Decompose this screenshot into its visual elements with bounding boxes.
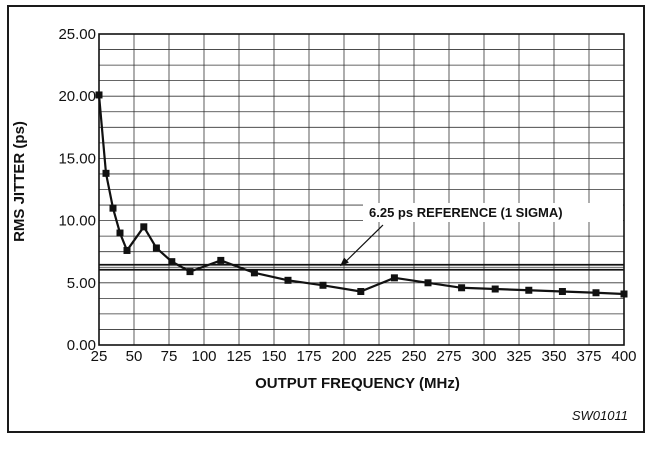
data-point-marker — [525, 286, 533, 294]
x-tick-label: 250 — [401, 348, 426, 365]
data-point-marker — [491, 285, 499, 293]
tick-layer: 0.00 5.00 10.00 15.00 20.00 25.00 25 50 75 100 125… — [58, 26, 636, 365]
reference-layer: 6.25 ps REFERENCE (1 SIGMA) — [99, 203, 624, 271]
figure-code: SW01011 — [572, 408, 628, 423]
data-point-marker — [284, 276, 292, 284]
x-tick-label: 325 — [506, 348, 531, 365]
data-point-marker — [109, 204, 117, 212]
data-point-marker — [319, 281, 327, 289]
x-tick-label: 75 — [161, 348, 178, 365]
data-point-marker — [116, 229, 124, 237]
x-tick-label: 350 — [541, 348, 566, 365]
data-point-marker — [558, 288, 566, 296]
data-point-marker — [123, 246, 131, 254]
y-tick-label: 5.00 — [67, 275, 96, 292]
x-tick-label: 225 — [366, 348, 391, 365]
y-tick-label: 20.00 — [58, 88, 96, 105]
series-layer — [95, 91, 628, 298]
y-tick-label: 15.00 — [58, 150, 96, 167]
x-tick-label: 125 — [226, 348, 251, 365]
x-tick-label: 200 — [331, 348, 356, 365]
reference-label-background — [363, 203, 623, 222]
x-tick-label: 400 — [611, 348, 636, 365]
data-point-marker — [102, 169, 110, 177]
x-tick-label: 25 — [91, 348, 108, 365]
data-point-marker — [250, 269, 258, 277]
x-tick-label: 150 — [261, 348, 286, 365]
data-point-marker — [424, 279, 432, 287]
x-tick-label: 275 — [436, 348, 461, 365]
x-tick-label: 175 — [296, 348, 321, 365]
data-point-marker — [186, 268, 194, 276]
data-point-marker — [152, 244, 160, 252]
y-tick-label: 0.00 — [67, 337, 96, 354]
data-point-marker — [592, 289, 600, 297]
x-tick-label: 375 — [576, 348, 601, 365]
reference-arrow — [344, 224, 384, 263]
data-point-marker — [390, 274, 398, 282]
x-tick-label: 300 — [471, 348, 496, 365]
x-tick-label: 100 — [191, 348, 216, 365]
data-point-marker — [357, 288, 365, 296]
y-tick-label: 10.00 — [58, 213, 96, 230]
grid-layer — [98, 33, 625, 346]
y-tick-label: 25.00 — [58, 26, 96, 43]
x-tick-label: 50 — [126, 348, 143, 365]
data-point-marker — [168, 258, 176, 266]
data-point-marker — [458, 284, 466, 292]
plot-area-border — [98, 33, 625, 346]
data-point-marker — [620, 290, 628, 298]
y-axis-title: RMS JITTER (ps) — [11, 121, 28, 242]
data-point-marker — [217, 256, 225, 264]
reference-label: 6.25 ps REFERENCE (1 SIGMA) — [369, 205, 563, 220]
series-line — [97, 94, 625, 296]
data-point-marker — [140, 223, 148, 231]
data-point-marker — [95, 91, 103, 99]
x-axis-title: OUTPUT FREQUENCY (MHz) — [255, 375, 460, 392]
